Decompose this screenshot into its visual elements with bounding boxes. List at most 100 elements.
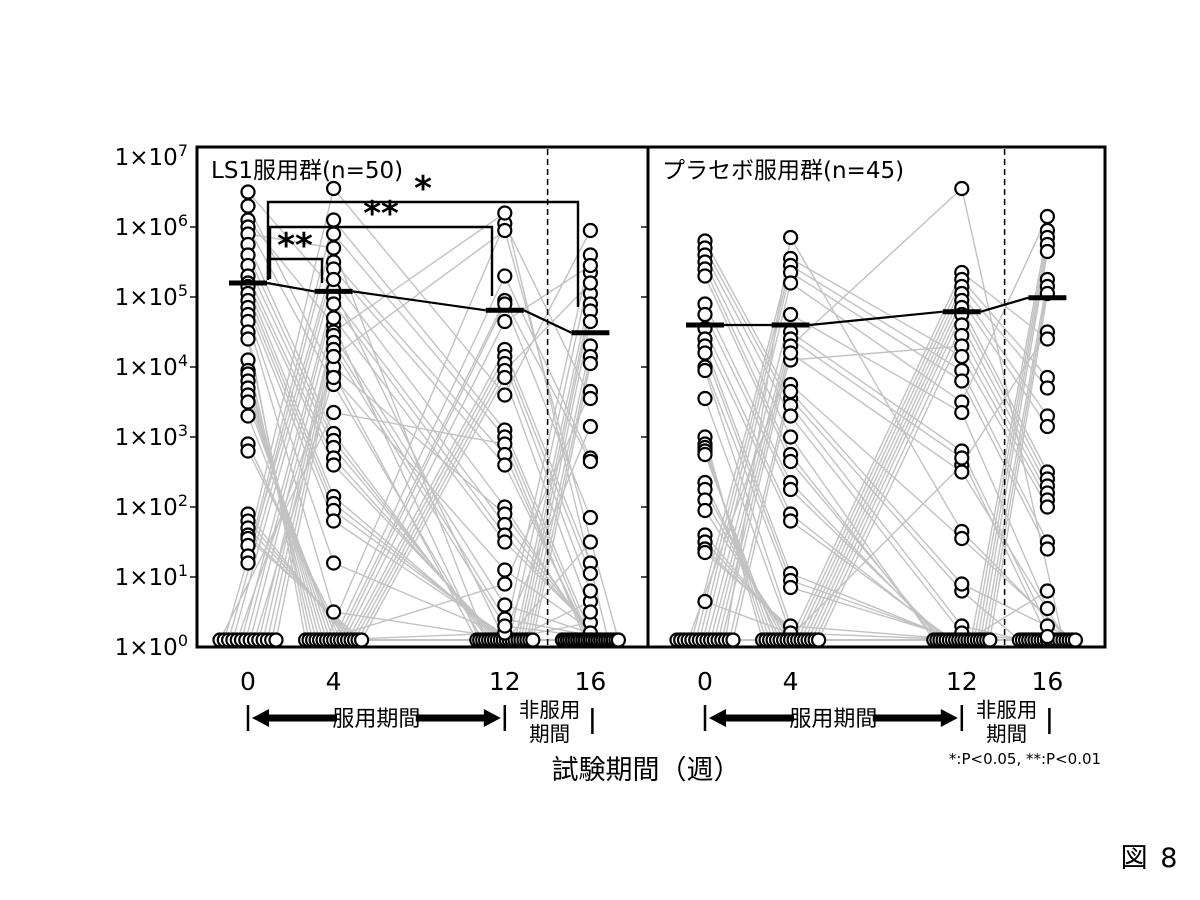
significance-bracket: * xyxy=(266,169,580,307)
data-point-circle xyxy=(782,453,799,470)
data-point-circle xyxy=(582,222,599,239)
data-point-circle xyxy=(582,390,599,407)
dosing-period-label: 服用期間 xyxy=(332,707,420,732)
trajectory-line xyxy=(721,351,1067,641)
data-point-circle xyxy=(782,481,799,498)
pvalue-note: *:P<0.05, **:P<0.01 xyxy=(949,750,1101,768)
mean-connector xyxy=(352,290,486,312)
data-point-circle xyxy=(326,296,342,312)
data-point-circle xyxy=(582,583,599,599)
data-point-circle xyxy=(1039,499,1056,515)
nondosing-period-label-line2: 期間 xyxy=(529,722,570,746)
data-point-circle xyxy=(240,331,256,347)
left-arrow-shaft xyxy=(267,714,337,722)
significance-label: ** xyxy=(277,226,313,266)
data-point-circle xyxy=(697,544,713,561)
figure-number-label: 図 8 xyxy=(1120,843,1180,874)
data-point-circle xyxy=(810,632,827,648)
y-tick-label: 1×101 xyxy=(115,561,188,591)
data-point-circle xyxy=(240,555,256,571)
trajectory-line xyxy=(724,235,1070,641)
data-point-circle xyxy=(582,509,599,526)
data-points xyxy=(212,180,627,648)
data-point-circle xyxy=(582,565,599,582)
trajectory-line xyxy=(704,278,1048,642)
data-point-circle xyxy=(954,373,970,389)
data-point-circle xyxy=(326,348,342,365)
trajectory-line xyxy=(232,277,594,641)
data-point-circle xyxy=(354,632,370,648)
data-point-circle xyxy=(782,383,799,400)
significance-bracket: ** xyxy=(268,194,494,296)
data-point-circle xyxy=(725,632,741,648)
nondosing-period-label-line2: 期間 xyxy=(986,722,1027,746)
data-point-circle xyxy=(1039,628,1056,645)
data-point-circle xyxy=(954,348,970,365)
data-point-circle xyxy=(240,184,256,200)
data-point-circle xyxy=(326,240,342,256)
data-point-circle xyxy=(1039,331,1056,347)
data-point-circle xyxy=(497,597,513,613)
nondosing-period-label-line1: 非服用 xyxy=(976,698,1038,722)
data-point-circle xyxy=(326,604,342,620)
data-point-circle xyxy=(497,222,513,239)
data-point-circle xyxy=(582,275,599,291)
data-point-circle xyxy=(954,450,970,466)
data-point-circle xyxy=(782,408,799,424)
trajectory-line xyxy=(717,187,1064,641)
trajectory-line xyxy=(275,229,620,641)
x-axis-title: 試験期間（週） xyxy=(552,755,741,786)
trajectory-line xyxy=(702,216,1049,641)
data-point-circle xyxy=(497,313,513,330)
data-point-circle xyxy=(497,387,513,403)
x-tick-label: 16 xyxy=(574,667,606,696)
y-axis-labels: 1×107 1×106 1×105 1×104 1×103 1×102 1×101 1×100 xyxy=(115,141,188,661)
data-point-circle xyxy=(326,369,342,386)
data-point-circle xyxy=(582,604,599,620)
trajectory-line xyxy=(704,398,1048,641)
significance-label: ** xyxy=(363,194,399,234)
data-point-circle xyxy=(497,205,513,221)
trajectory-line xyxy=(247,347,592,642)
right-arrowhead-icon xyxy=(940,709,958,727)
panel-title: LS1服用群(n=50) xyxy=(211,158,403,184)
data-point-circle xyxy=(697,446,713,463)
left-arrowhead-icon xyxy=(252,709,269,727)
x-tick-label: 12 xyxy=(489,667,521,696)
right-arrow-shaft xyxy=(415,714,486,722)
trajectory-line xyxy=(732,390,1076,641)
data-point-circle xyxy=(326,404,342,421)
data-point-circle xyxy=(697,268,713,284)
data-point-circle xyxy=(782,579,799,596)
data-point-circle xyxy=(326,212,342,228)
right-arrow-shaft xyxy=(872,714,943,722)
trajectory-line xyxy=(258,211,609,641)
trajectory-line xyxy=(704,293,1049,641)
data-point-circle xyxy=(782,229,799,246)
y-tick-label: 1×102 xyxy=(115,491,188,521)
trajectory-line xyxy=(704,285,1048,642)
mean-connector xyxy=(523,309,572,334)
x-tick-label: 16 xyxy=(1031,667,1063,696)
data-points xyxy=(669,180,1084,648)
data-point-circle xyxy=(982,632,998,648)
data-point-circle xyxy=(268,632,284,648)
data-point-circle xyxy=(497,576,513,592)
data-point-circle xyxy=(954,530,970,547)
data-point-circle xyxy=(1039,243,1056,260)
data-point-circle xyxy=(326,555,342,571)
significance-label: * xyxy=(414,169,432,209)
x-tick-label: 12 xyxy=(946,667,978,696)
data-point-circle xyxy=(697,345,713,361)
y-tick-label: 1×104 xyxy=(115,351,188,381)
trajectory-line xyxy=(247,293,591,641)
trajectory-line xyxy=(247,293,592,641)
data-point-circle xyxy=(782,275,799,291)
data-point-circle xyxy=(697,362,713,379)
data-point-circle xyxy=(697,306,713,323)
data-point-circle xyxy=(954,404,970,421)
trajectory-line xyxy=(728,383,1073,641)
